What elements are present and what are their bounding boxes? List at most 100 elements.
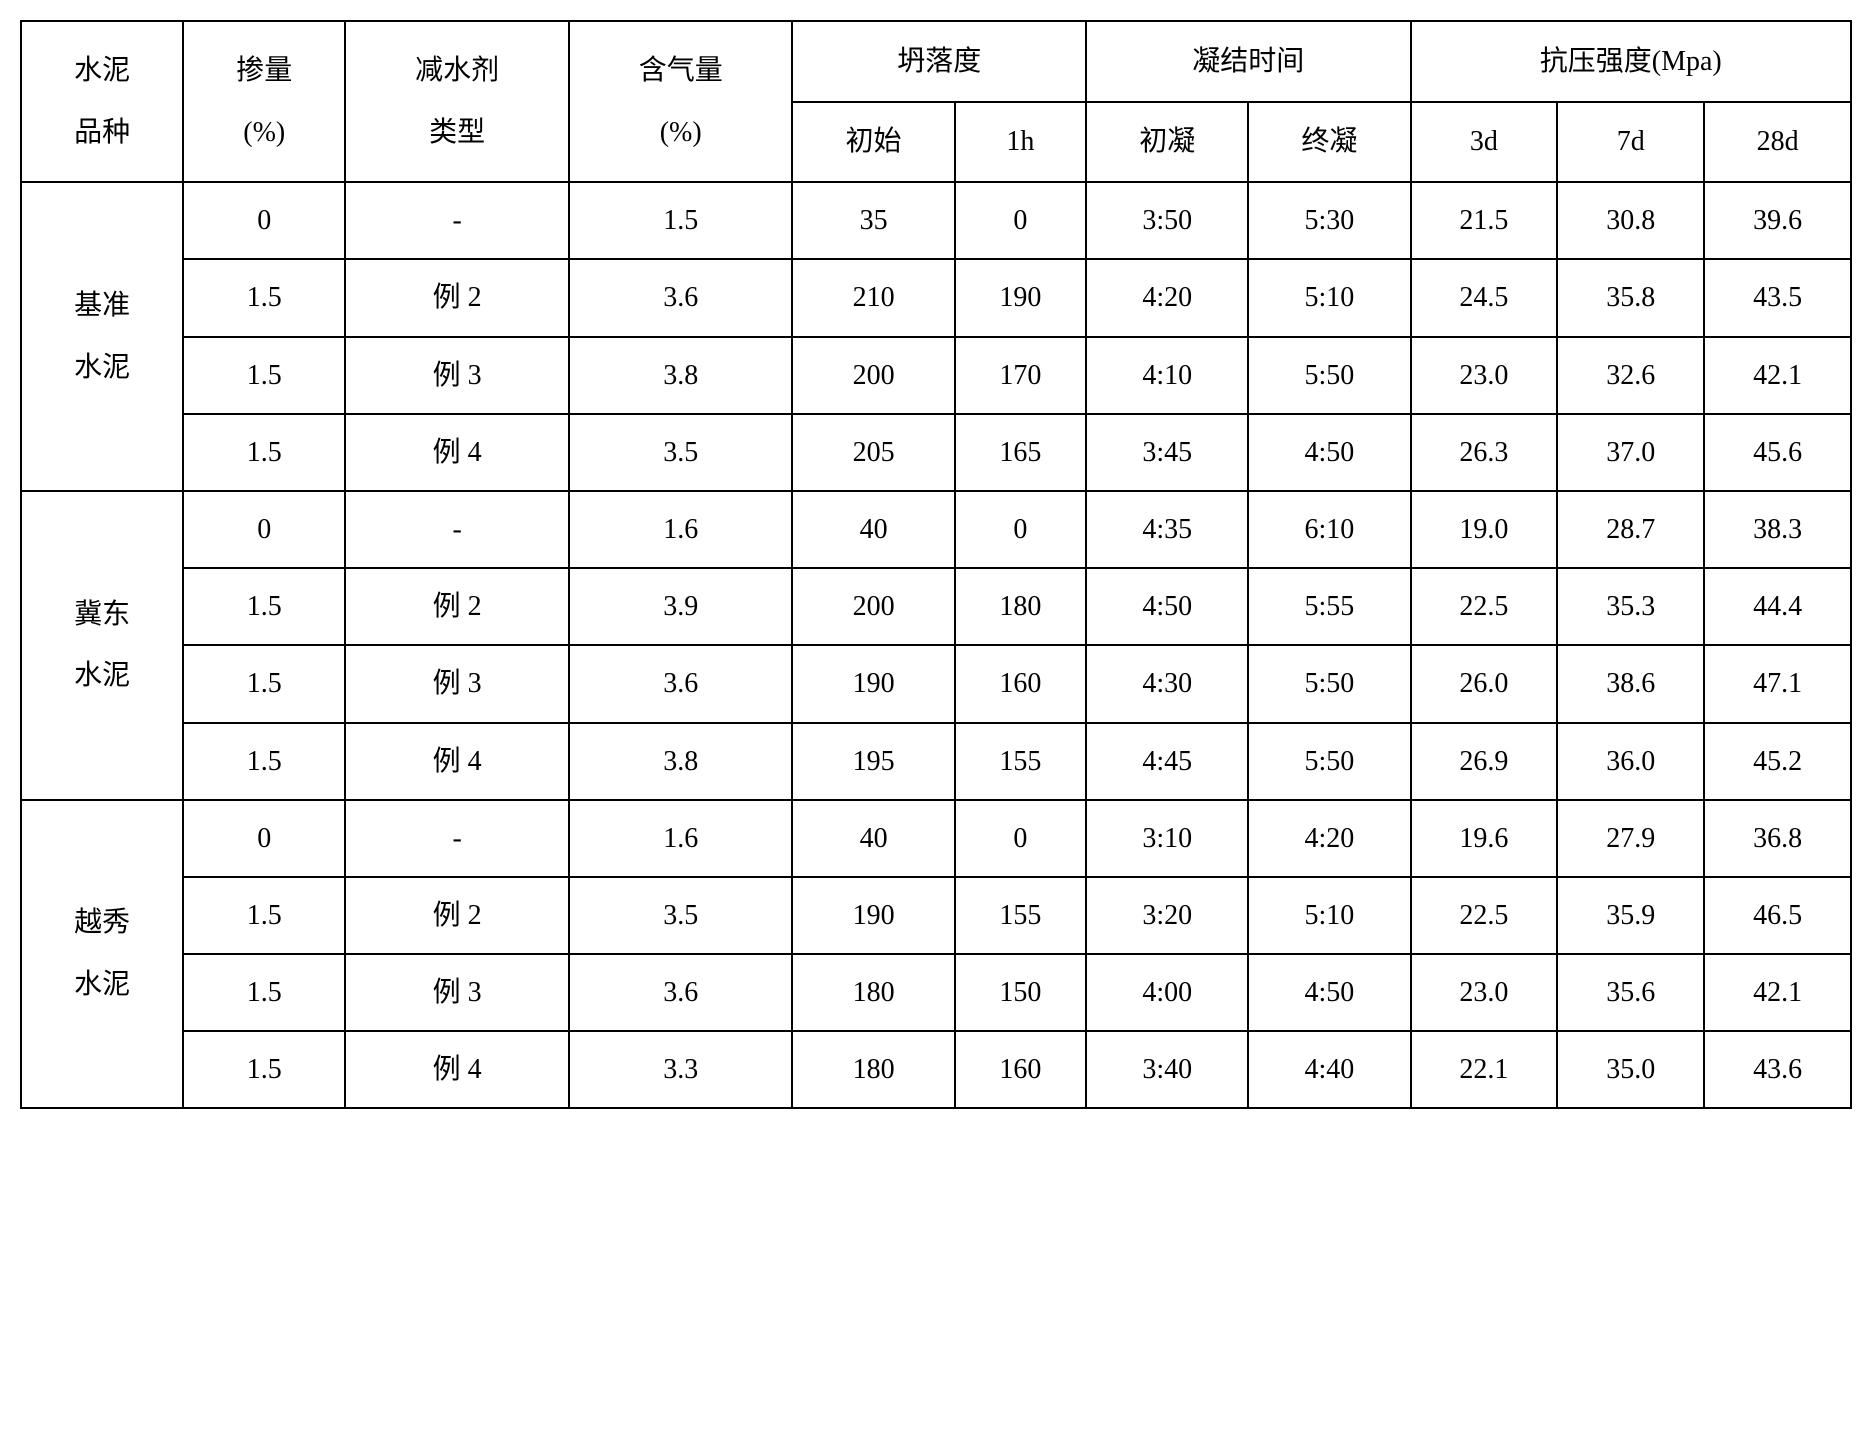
cell-set-final: 5:55	[1248, 568, 1410, 645]
cell-set-final: 4:20	[1248, 800, 1410, 877]
cell-air: 3.8	[569, 723, 793, 800]
header-text: (%)	[660, 117, 702, 148]
cell-set-final: 5:50	[1248, 337, 1410, 414]
header-text: 掺量	[236, 55, 292, 86]
header-row-1: 水泥 品种 掺量 (%) 减水剂 类型 含气量 (%) 坍落度 凝结时间 抗压强…	[21, 21, 1851, 102]
cement-type-cell: 基准 水泥	[21, 182, 183, 491]
cell-s28d: 42.1	[1704, 337, 1851, 414]
cell-dosage: 1.5	[183, 877, 345, 954]
cell-air: 3.9	[569, 568, 793, 645]
cell-type: -	[345, 182, 569, 259]
cell-type: -	[345, 491, 569, 568]
header-cement-type: 水泥 品种	[21, 21, 183, 182]
cell-set-final: 5:50	[1248, 723, 1410, 800]
cell-set-init: 3:10	[1086, 800, 1248, 877]
header-set-final: 终凝	[1248, 102, 1410, 183]
cell-slump-1h: 0	[955, 491, 1086, 568]
cell-dosage: 1.5	[183, 259, 345, 336]
cell-air: 3.5	[569, 877, 793, 954]
header-text: 含气量	[639, 55, 723, 86]
cell-type: 例 2	[345, 259, 569, 336]
cell-set-init: 3:45	[1086, 414, 1248, 491]
cell-slump-1h: 0	[955, 182, 1086, 259]
cell-s3d: 19.0	[1411, 491, 1558, 568]
cement-name-text: 水泥	[74, 969, 130, 1000]
cell-slump-init: 40	[792, 800, 954, 877]
cell-type: 例 3	[345, 337, 569, 414]
cell-s3d: 26.0	[1411, 645, 1558, 722]
cement-type-cell: 冀东 水泥	[21, 491, 183, 800]
cell-slump-init: 200	[792, 568, 954, 645]
cell-set-init: 4:30	[1086, 645, 1248, 722]
header-text: 减水剂	[415, 55, 499, 86]
cell-dosage: 1.5	[183, 645, 345, 722]
header-text: 水泥	[74, 55, 130, 86]
header-dosage: 掺量 (%)	[183, 21, 345, 182]
cell-air: 1.6	[569, 800, 793, 877]
cell-set-final: 5:10	[1248, 259, 1410, 336]
header-text: (%)	[243, 117, 285, 148]
cell-s7d: 32.6	[1557, 337, 1704, 414]
cell-slump-init: 40	[792, 491, 954, 568]
cell-type: -	[345, 800, 569, 877]
cell-s7d: 38.6	[1557, 645, 1704, 722]
header-slump-group: 坍落度	[792, 21, 1086, 102]
cell-slump-1h: 160	[955, 1031, 1086, 1108]
cement-type-cell: 越秀 水泥	[21, 800, 183, 1109]
cement-name-text: 越秀	[74, 907, 130, 938]
cell-set-final: 5:30	[1248, 182, 1410, 259]
cell-s7d: 30.8	[1557, 182, 1704, 259]
cell-slump-1h: 0	[955, 800, 1086, 877]
cell-dosage: 1.5	[183, 414, 345, 491]
cell-s7d: 28.7	[1557, 491, 1704, 568]
cell-dosage: 1.5	[183, 1031, 345, 1108]
header-set-initial: 初凝	[1086, 102, 1248, 183]
cell-air: 1.6	[569, 491, 793, 568]
header-text: 品种	[74, 117, 130, 148]
cell-slump-1h: 160	[955, 645, 1086, 722]
cell-dosage: 1.5	[183, 337, 345, 414]
table-body: 水泥 品种 掺量 (%) 减水剂 类型 含气量 (%) 坍落度 凝结时间 抗压强…	[21, 21, 1851, 1108]
cement-name-text: 水泥	[74, 660, 130, 691]
cell-type: 例 2	[345, 877, 569, 954]
table-row: 冀东 水泥 0 - 1.6 40 0 4:35 6:10 19.0 28.7 3…	[21, 491, 1851, 568]
cell-slump-1h: 170	[955, 337, 1086, 414]
cement-name-text: 冀东	[74, 599, 130, 630]
table-row: 1.5 例 4 3.5 205 165 3:45 4:50 26.3 37.0 …	[21, 414, 1851, 491]
cell-set-init: 3:40	[1086, 1031, 1248, 1108]
cell-set-init: 4:50	[1086, 568, 1248, 645]
header-air-content: 含气量 (%)	[569, 21, 793, 182]
cell-set-init: 3:20	[1086, 877, 1248, 954]
table-row: 1.5 例 3 3.8 200 170 4:10 5:50 23.0 32.6 …	[21, 337, 1851, 414]
cell-set-final: 5:50	[1248, 645, 1410, 722]
cell-air: 3.5	[569, 414, 793, 491]
cell-s7d: 35.3	[1557, 568, 1704, 645]
cell-slump-1h: 155	[955, 723, 1086, 800]
cell-dosage: 0	[183, 800, 345, 877]
cell-slump-1h: 180	[955, 568, 1086, 645]
cell-s3d: 22.5	[1411, 877, 1558, 954]
cell-s7d: 36.0	[1557, 723, 1704, 800]
cell-s28d: 45.6	[1704, 414, 1851, 491]
cell-type: 例 2	[345, 568, 569, 645]
cell-s28d: 46.5	[1704, 877, 1851, 954]
cell-set-final: 5:10	[1248, 877, 1410, 954]
table-row: 基准 水泥 0 - 1.5 35 0 3:50 5:30 21.5 30.8 3…	[21, 182, 1851, 259]
cell-slump-init: 210	[792, 259, 954, 336]
cell-slump-init: 190	[792, 877, 954, 954]
cell-slump-init: 35	[792, 182, 954, 259]
table-row: 1.5 例 4 3.3 180 160 3:40 4:40 22.1 35.0 …	[21, 1031, 1851, 1108]
cell-s28d: 43.6	[1704, 1031, 1851, 1108]
cell-type: 例 3	[345, 954, 569, 1031]
cell-s3d: 19.6	[1411, 800, 1558, 877]
cell-dosage: 0	[183, 491, 345, 568]
cell-set-final: 4:50	[1248, 414, 1410, 491]
cell-air: 3.6	[569, 259, 793, 336]
header-reducer-type: 减水剂 类型	[345, 21, 569, 182]
cell-s28d: 43.5	[1704, 259, 1851, 336]
header-setting-time-group: 凝结时间	[1086, 21, 1410, 102]
cell-s3d: 26.9	[1411, 723, 1558, 800]
cell-s7d: 35.9	[1557, 877, 1704, 954]
cell-air: 3.6	[569, 954, 793, 1031]
cell-s3d: 22.5	[1411, 568, 1558, 645]
